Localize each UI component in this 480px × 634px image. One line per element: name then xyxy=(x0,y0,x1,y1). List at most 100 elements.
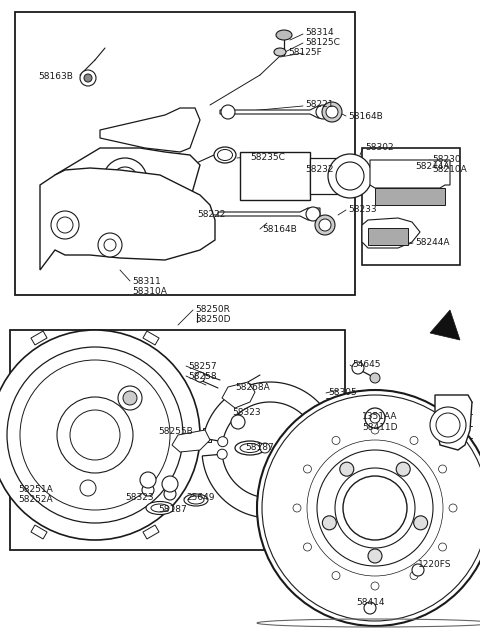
Polygon shape xyxy=(368,228,408,245)
Circle shape xyxy=(368,549,382,563)
Text: 58210A: 58210A xyxy=(432,165,467,174)
Circle shape xyxy=(365,408,385,428)
Polygon shape xyxy=(222,382,255,408)
Text: 54645: 54645 xyxy=(352,360,381,369)
Circle shape xyxy=(316,105,330,119)
Text: 58250D: 58250D xyxy=(195,315,230,324)
Circle shape xyxy=(103,158,147,202)
Circle shape xyxy=(303,543,312,551)
Circle shape xyxy=(231,415,245,429)
Ellipse shape xyxy=(240,444,260,453)
Circle shape xyxy=(260,443,270,453)
Circle shape xyxy=(162,476,178,492)
Ellipse shape xyxy=(184,494,208,506)
Polygon shape xyxy=(31,525,47,539)
Text: 58232: 58232 xyxy=(305,165,334,174)
Circle shape xyxy=(370,373,380,383)
Circle shape xyxy=(303,465,312,473)
Circle shape xyxy=(123,391,137,405)
Polygon shape xyxy=(310,158,340,194)
Polygon shape xyxy=(240,152,310,200)
Text: 58244A: 58244A xyxy=(415,162,449,171)
Text: 1220FS: 1220FS xyxy=(418,560,452,569)
Text: 58323: 58323 xyxy=(125,493,154,502)
Circle shape xyxy=(195,372,205,382)
Text: 58314: 58314 xyxy=(305,28,334,37)
Circle shape xyxy=(336,162,364,190)
Text: 58411D: 58411D xyxy=(362,423,397,432)
Polygon shape xyxy=(40,168,215,270)
Text: 25649: 25649 xyxy=(186,493,215,502)
Text: 58305: 58305 xyxy=(328,388,357,397)
Text: 58252A: 58252A xyxy=(18,495,53,504)
Circle shape xyxy=(410,436,418,444)
Circle shape xyxy=(98,233,122,257)
Ellipse shape xyxy=(276,30,292,40)
Bar xyxy=(362,148,460,265)
Circle shape xyxy=(352,362,364,374)
Circle shape xyxy=(328,154,372,198)
Ellipse shape xyxy=(214,147,236,163)
Text: 58222: 58222 xyxy=(197,210,226,219)
Circle shape xyxy=(80,70,96,86)
Circle shape xyxy=(315,215,335,235)
Circle shape xyxy=(84,74,92,82)
Ellipse shape xyxy=(151,504,169,512)
Circle shape xyxy=(439,465,446,473)
Ellipse shape xyxy=(146,501,174,515)
Circle shape xyxy=(312,453,322,463)
Circle shape xyxy=(322,102,342,122)
Text: 58251A: 58251A xyxy=(18,485,53,494)
Circle shape xyxy=(293,504,301,512)
Circle shape xyxy=(414,516,428,530)
Circle shape xyxy=(340,462,354,476)
Circle shape xyxy=(430,407,466,443)
Circle shape xyxy=(439,543,446,551)
Polygon shape xyxy=(203,382,338,446)
Circle shape xyxy=(412,564,424,576)
Circle shape xyxy=(57,217,73,233)
Circle shape xyxy=(306,207,320,221)
Circle shape xyxy=(323,516,336,530)
Polygon shape xyxy=(370,160,450,188)
Text: 58302: 58302 xyxy=(365,143,394,152)
Polygon shape xyxy=(435,395,472,450)
Circle shape xyxy=(142,484,154,496)
Text: 58230: 58230 xyxy=(432,155,461,164)
Circle shape xyxy=(371,582,379,590)
Text: 58163B: 58163B xyxy=(38,72,73,81)
Text: 58250R: 58250R xyxy=(195,305,230,314)
Text: 58125C: 58125C xyxy=(305,38,340,47)
Circle shape xyxy=(112,167,138,193)
Circle shape xyxy=(364,602,376,614)
Text: 58257: 58257 xyxy=(188,362,216,371)
Text: 58164B: 58164B xyxy=(262,225,297,234)
Polygon shape xyxy=(218,208,320,220)
Text: 58311: 58311 xyxy=(132,277,161,286)
Circle shape xyxy=(80,480,96,496)
Polygon shape xyxy=(202,454,337,518)
Circle shape xyxy=(218,437,228,447)
Circle shape xyxy=(332,571,340,579)
Polygon shape xyxy=(362,218,420,248)
Circle shape xyxy=(118,386,142,410)
Circle shape xyxy=(257,390,480,626)
Circle shape xyxy=(313,441,323,451)
Ellipse shape xyxy=(217,150,232,160)
Text: 58244A: 58244A xyxy=(415,238,449,247)
Text: 58268A: 58268A xyxy=(235,383,270,392)
Circle shape xyxy=(51,211,79,239)
Polygon shape xyxy=(31,331,47,345)
Circle shape xyxy=(164,488,176,500)
Polygon shape xyxy=(375,188,445,205)
Text: 58233: 58233 xyxy=(348,205,377,214)
Circle shape xyxy=(410,571,418,579)
Text: 58125F: 58125F xyxy=(288,48,322,57)
Polygon shape xyxy=(203,428,211,442)
Polygon shape xyxy=(430,310,460,340)
Circle shape xyxy=(436,413,460,437)
Circle shape xyxy=(217,449,227,459)
Ellipse shape xyxy=(188,496,204,504)
Circle shape xyxy=(396,462,410,476)
Circle shape xyxy=(0,330,200,540)
